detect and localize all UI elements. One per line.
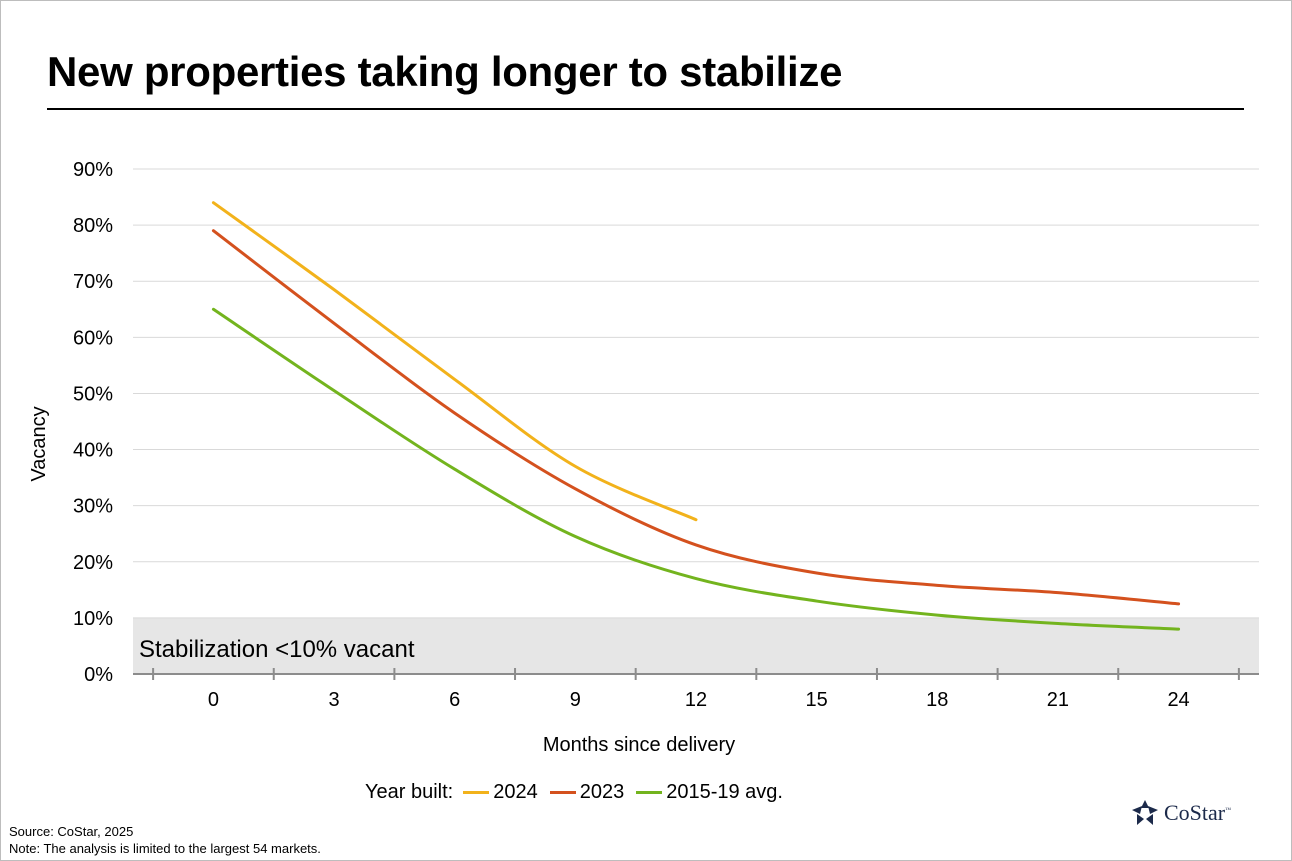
y-tick-labels: 0% 10% 20% 30% 40% 50% 60% 70% 80% 90% [73,159,113,686]
legend-item-2015-19: 2015-19 avg. [626,781,783,804]
legend-label-2023: 2023 [579,780,625,803]
y-tick-label: 30% [73,496,113,518]
legend: Year built: 2024 2023 2015-19 avg. [365,780,785,804]
x-tick-labels: 0 3 6 9 12 15 18 21 24 [208,689,1190,711]
x-tick-label: 3 [329,689,340,711]
legend-swatch-2023 [549,790,576,794]
legend-swatch-2024 [463,790,490,794]
series-lines [211,201,1181,631]
stabilization-band [133,617,1259,674]
y-tick-label: 80% [73,215,113,237]
x-tick-label: 9 [570,689,581,711]
y-tick-label: 10% [73,608,113,630]
y-tick-label: 40% [73,440,113,462]
y-tick-label: 90% [73,159,113,181]
series-line-2015-19-avg- [211,307,1181,631]
stabilization-band-label: Stabilization <10% vacant [139,636,415,663]
costar-logo-icon [1132,800,1158,825]
series-line-2023 [211,229,1181,606]
y-tick-label: 0% [84,664,113,686]
series-line-2024 [211,201,698,522]
source-note: Source: CoStar, 2025 Note: The analysis … [9,823,321,857]
logo-wordmark: CoStar [1164,800,1226,825]
legend-prefix: Year built: [365,780,454,803]
x-tick-label: 0 [208,689,219,711]
y-axis-label: Vacancy [28,406,50,481]
costar-logo: CoStar™ [1130,798,1231,828]
x-tick-label: 24 [1167,689,1189,711]
x-axis-label: Months since delivery [543,734,735,756]
y-tick-label: 60% [73,327,113,349]
legend-item-2023: 2023 [540,780,625,804]
x-axis [133,668,1259,680]
x-tick-label: 18 [926,689,948,711]
x-tick-label: 15 [806,689,828,711]
x-tick-label: 6 [449,689,460,711]
legend-label-2024: 2024 [493,780,538,803]
source-line: Source: CoStar, 2025 [9,824,134,839]
x-tick-label: 12 [685,689,707,711]
y-tick-label: 20% [73,552,113,574]
costar-logo-text: CoStar™ [1164,800,1231,826]
logo-trademark: ™ [1225,807,1232,814]
y-tick-label: 50% [73,383,113,405]
legend-swatch-2015-19 [636,790,663,794]
y-tick-label: 70% [73,271,113,293]
legend-label-2015-19: 2015-19 avg. [666,780,783,803]
x-tick-label: 21 [1047,689,1069,711]
note-line: Note: The analysis is limited to the lar… [9,841,321,856]
legend-item-2024: 2024 [453,781,538,804]
stabilization-band-layer [133,617,1259,674]
gridlines [133,168,1259,619]
chart-title: New properties taking longer to stabiliz… [47,48,843,95]
title-divider [47,108,1244,110]
